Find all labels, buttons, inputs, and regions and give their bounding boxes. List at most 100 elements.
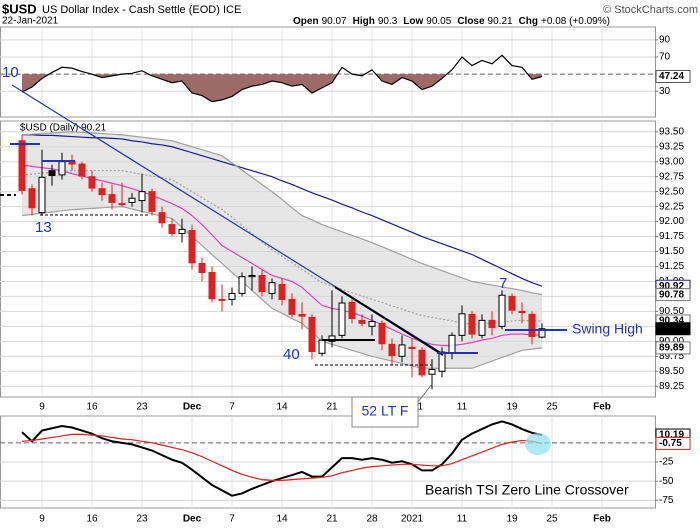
y-tick-label: 92.50 (659, 186, 684, 197)
candle-body (258, 274, 266, 293)
candle-body (218, 298, 226, 301)
trend-line (334, 286, 444, 356)
x-tick-label: 25 (546, 402, 558, 413)
y-tick-label: -25 (659, 457, 674, 468)
candle-body (458, 313, 466, 336)
copyright: © StockCharts.com (603, 4, 698, 16)
candle-body (508, 295, 516, 311)
last-value-box (655, 341, 691, 355)
candle-body (208, 271, 216, 300)
candle-body (138, 191, 146, 202)
candle-body (88, 176, 96, 189)
annotation: 7 (499, 275, 507, 292)
stat-value: 90.3 (378, 16, 398, 27)
x-tick-label: 11 (457, 402, 468, 413)
last-value-box (655, 288, 691, 302)
candle-body (38, 176, 46, 214)
y-tick-label: 91.50 (659, 246, 684, 257)
x-tick-label: Feb (593, 514, 611, 525)
x-tick-label: 11 (457, 514, 468, 525)
stat-value: 90.21 (488, 16, 513, 27)
stat-value: +0.08 (+0.09%) (541, 16, 610, 27)
y-tick-label: -75 (659, 495, 674, 506)
overlay-line (21, 131, 543, 296)
candle-body (498, 294, 506, 327)
candle-body (378, 322, 386, 345)
candle-body (338, 302, 346, 336)
last-value-label: -0.75 (659, 438, 682, 449)
y-tick-label: 91.25 (659, 261, 684, 272)
candle-body (388, 343, 396, 357)
candle-body (188, 230, 196, 264)
candle-body (328, 335, 336, 342)
highlight (525, 433, 551, 455)
candle-body (168, 224, 176, 235)
candle-body (268, 282, 276, 294)
candle-body (278, 283, 286, 300)
overlay-line (21, 170, 542, 326)
candle-body (98, 188, 106, 196)
candle-body (318, 339, 326, 354)
panel-frame (0, 120, 656, 398)
candle-body (298, 313, 306, 317)
x-tick-label: 9 (39, 402, 45, 413)
y-tick-label: 89.75 (659, 351, 684, 362)
last-value-box (655, 436, 691, 450)
y-tick-label: 92.00 (659, 216, 684, 227)
annotation: 10 (2, 64, 19, 81)
x-tick-label: 14 (276, 402, 288, 413)
stat-label: Close (457, 16, 485, 27)
y-tick-label: 90.50 (659, 306, 684, 317)
last-value-label: 89.89 (659, 343, 684, 354)
line (21, 54, 543, 103)
y-tick-label: -50 (659, 476, 674, 487)
candle-body (348, 301, 356, 320)
overlay-line (22, 134, 543, 287)
y-tick-label: 92.25 (659, 201, 684, 212)
candle-body (448, 334, 456, 354)
stat-label: Chg (519, 16, 538, 27)
stat-label: High (353, 16, 375, 27)
y-tick-label: 93.00 (659, 156, 684, 167)
candle-body (538, 328, 546, 338)
last-value-label: 90.78 (659, 289, 684, 300)
x-tick-label: 9 (39, 514, 45, 525)
last-value-label: 10.19 (659, 430, 684, 441)
y-tick-label: 93.50 (659, 126, 684, 137)
candle-body (368, 321, 376, 327)
x-tick-label: 23 (136, 402, 148, 413)
candle-body (238, 276, 246, 294)
line (21, 433, 543, 481)
candle-body (488, 319, 496, 329)
y-tick-label: 89.25 (659, 381, 684, 392)
x-tick-label: 16 (86, 402, 98, 413)
candle-body (128, 197, 136, 203)
stat-value: 90.05 (426, 16, 451, 27)
candle-body (118, 203, 126, 206)
candle-body (198, 262, 206, 273)
last-value-box (655, 322, 691, 336)
candle-body (468, 313, 476, 335)
x-tick-label: 23 (136, 514, 148, 525)
candle-body (248, 274, 256, 278)
candle-body (228, 292, 236, 300)
x-tick-label: 7 (229, 514, 235, 525)
y-tick-label: 90 (659, 34, 671, 45)
annotation-layer: 10 13 40 7 Swing High 52 LT F Bearish TS… (0, 64, 643, 498)
x-tick-label: 21 (326, 514, 338, 525)
x-tick-label: 19 (506, 514, 518, 525)
candle-body (418, 349, 426, 376)
x-tick-label: 2021 (401, 514, 424, 525)
instrument-name: US Dollar Index - Cash Settle (EOD) ICE (42, 4, 241, 16)
y-tick-label: 89.50 (659, 366, 684, 377)
candle-body (308, 316, 316, 352)
symbol: $USD (2, 1, 37, 16)
x-tick-label: 25 (546, 514, 558, 525)
last-value-label: 90.34 (659, 316, 684, 327)
x-tick-label: Dec (183, 402, 202, 413)
panel-title: $USD (Daily) 90.21 (20, 123, 107, 134)
stat-label: Open (293, 16, 319, 27)
candle-body (478, 319, 486, 336)
x-tick-label: 28 (366, 514, 378, 525)
